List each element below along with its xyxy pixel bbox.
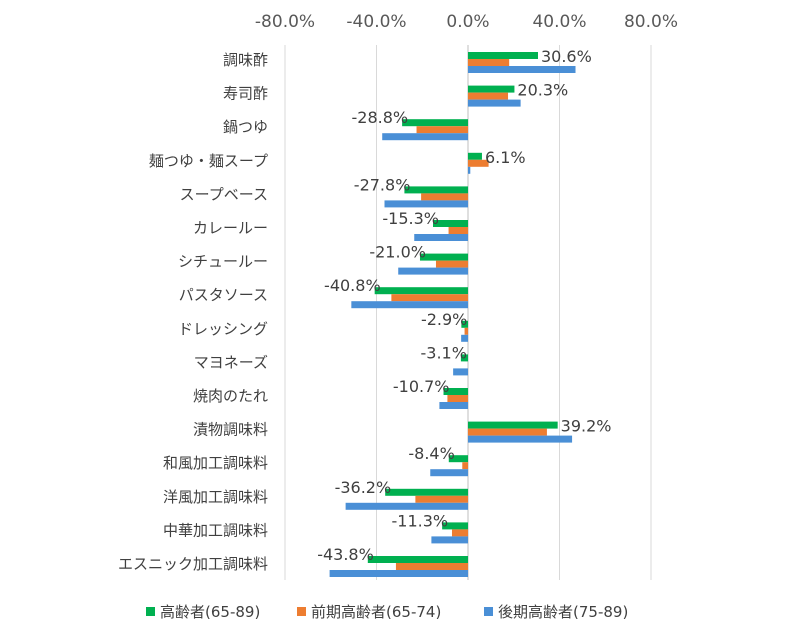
bar (404, 186, 468, 194)
bar (464, 327, 468, 335)
legend-swatch (484, 607, 493, 616)
bar (351, 301, 468, 309)
x-tick-label: 40.0% (532, 12, 586, 32)
bar (468, 85, 515, 93)
data-label: -3.1% (420, 343, 466, 362)
bar (329, 570, 468, 577)
bar (414, 234, 468, 241)
category-label: ドレッシング (178, 320, 268, 338)
bar (461, 334, 468, 342)
bar (468, 428, 547, 436)
legend-label: 高齢者(65-89) (160, 603, 260, 621)
bar (430, 469, 468, 477)
x-tick-label: -40.0% (346, 12, 406, 32)
category-label: 寿司酢 (223, 85, 268, 103)
category-label: 調味酢 (223, 51, 268, 69)
x-tick-label: -80.0% (255, 12, 315, 32)
data-label: -2.9% (421, 310, 467, 329)
bar (451, 529, 468, 537)
legend-label: 前期高齢者(65-74) (311, 603, 441, 621)
data-label: 39.2% (561, 417, 612, 436)
bar (431, 536, 468, 544)
bar (468, 152, 482, 160)
bar (468, 159, 489, 167)
bar (461, 320, 468, 328)
category-label: 焼肉のたれ (193, 387, 268, 405)
legend-label: 後期高齢者(75-89) (498, 603, 628, 621)
bar (468, 59, 510, 66)
bar (468, 166, 471, 174)
data-label: -10.7% (393, 377, 450, 396)
data-label: -21.0% (369, 243, 426, 262)
category-label: カレールー (193, 219, 268, 237)
bar (421, 193, 468, 201)
bar (345, 502, 468, 510)
category-label: 鍋つゆ (223, 118, 268, 136)
data-label: -15.3% (382, 209, 439, 228)
bar (443, 388, 468, 395)
bar (435, 260, 468, 268)
category-label: 和風加工調味料 (163, 454, 268, 472)
legend-swatch (146, 607, 155, 616)
bar (402, 119, 468, 127)
data-label: -36.2% (335, 478, 392, 497)
bar (395, 563, 468, 570)
bar (462, 462, 468, 470)
bar (468, 421, 558, 429)
bar (448, 227, 468, 234)
data-label: -28.8% (352, 108, 409, 127)
bar (374, 287, 468, 295)
legend-swatch (297, 607, 306, 616)
data-label: 30.6% (541, 47, 592, 66)
bar (385, 488, 468, 496)
bar (419, 253, 468, 261)
bar (468, 99, 521, 107)
category-label: エスニック加工調味料 (118, 555, 268, 573)
category-label: 漬物調味料 (193, 421, 268, 439)
bar (453, 368, 468, 376)
x-tick-label: 0.0% (446, 12, 489, 32)
bar (460, 354, 468, 362)
x-tick-label: 80.0% (624, 12, 678, 32)
bar (442, 522, 468, 530)
data-label: -8.4% (408, 444, 454, 463)
bar (439, 402, 468, 409)
bar (391, 294, 468, 302)
bar (433, 220, 468, 227)
data-label: -27.8% (354, 175, 411, 194)
bar (416, 126, 468, 134)
bar (367, 556, 468, 563)
category-label: 洋風加工調味料 (163, 488, 268, 506)
category-label: 中華加工調味料 (163, 521, 268, 539)
category-label: マヨネーズ (194, 353, 268, 371)
category-label: スープベース (180, 185, 268, 203)
bar (447, 395, 468, 402)
category-label: シチュールー (178, 253, 268, 271)
data-label: -43.8% (317, 545, 374, 564)
bar (468, 66, 576, 73)
bar (384, 200, 468, 208)
bar (468, 92, 509, 100)
bar (468, 435, 573, 443)
bar (448, 455, 468, 463)
data-label: -11.3% (392, 511, 449, 530)
category-label: パスタソース (179, 286, 268, 304)
data-label: 6.1% (485, 148, 526, 167)
bar (382, 133, 468, 141)
bar (398, 267, 468, 275)
data-label: -40.8% (324, 276, 381, 295)
bar (468, 52, 538, 59)
bar (415, 495, 468, 503)
data-label: 20.3% (517, 81, 568, 100)
category-label: 麺つゆ・麺スープ (149, 152, 268, 170)
